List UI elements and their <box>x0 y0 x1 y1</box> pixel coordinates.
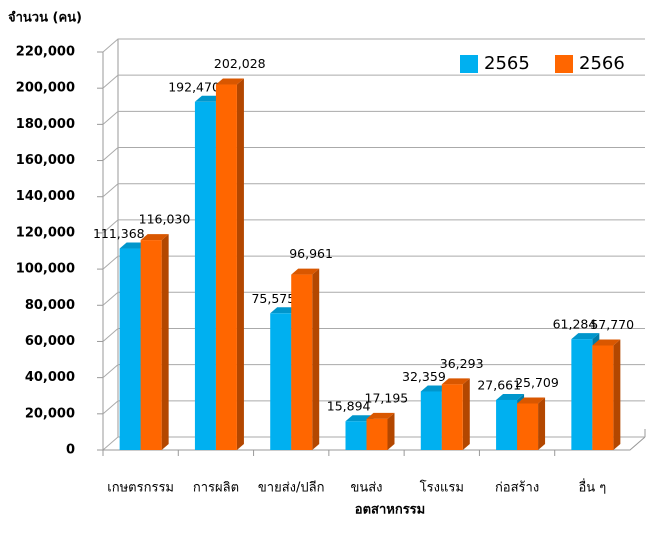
bar-side <box>387 412 395 450</box>
bar-front <box>420 391 442 450</box>
value-label: 32,359 <box>402 369 446 384</box>
value-label: 61,284 <box>553 317 597 332</box>
bar-side <box>161 234 169 450</box>
bar-top <box>496 393 525 400</box>
bar-front <box>571 339 593 450</box>
y-tick-label: 160,000 <box>16 153 75 168</box>
bar-front <box>119 248 141 450</box>
value-label: 25,709 <box>515 375 559 390</box>
legend-swatch <box>460 55 478 73</box>
value-label: 111,368 <box>93 226 145 241</box>
value-label: 202,028 <box>214 56 266 71</box>
bar-front <box>345 421 367 450</box>
bar <box>215 78 244 450</box>
y-tick-label: 180,000 <box>16 117 75 132</box>
bar-front <box>215 84 237 450</box>
bar-front <box>140 240 162 450</box>
y-tick-label: 140,000 <box>16 189 75 204</box>
bar-front <box>517 403 539 450</box>
value-label: 15,894 <box>327 399 371 414</box>
bar-side <box>312 268 320 450</box>
x-axis-title: อตสาหกรรม <box>355 503 425 518</box>
legend-label: 2566 <box>579 53 625 74</box>
grid-line <box>102 364 645 379</box>
value-label: 192,470 <box>168 79 220 94</box>
y-tick-label: 200,000 <box>16 81 75 96</box>
y-tick-label: 220,000 <box>16 45 75 60</box>
bar-front <box>441 384 463 450</box>
bar-top <box>441 378 470 385</box>
bar-top <box>592 339 621 346</box>
y-tick-label: 60,000 <box>25 334 75 349</box>
grid-line <box>102 255 645 270</box>
bar-side <box>613 339 621 450</box>
bar-side <box>538 397 546 450</box>
value-label: 27,661 <box>477 377 521 392</box>
bar-top <box>517 397 546 404</box>
bar <box>140 234 169 450</box>
grid-line <box>102 147 645 161</box>
grid-line <box>102 291 645 306</box>
x-tick-label: ก่อสร้าง <box>495 481 539 496</box>
x-tick-label: เกษตรกรรม <box>107 481 174 496</box>
bar-top <box>140 234 169 241</box>
value-label: 116,030 <box>139 212 191 227</box>
grid-line <box>102 183 645 198</box>
bar-top <box>291 268 320 275</box>
legend-label: 2565 <box>484 53 530 74</box>
grid-line <box>102 110 645 125</box>
bar-front <box>366 418 388 450</box>
bar <box>517 397 546 450</box>
grid-line <box>102 327 645 342</box>
x-tick-label: ขายส่ง/ปลีก <box>258 480 325 496</box>
x-tick-label: โรงแรม <box>420 480 464 496</box>
value-label: 36,293 <box>440 356 484 371</box>
bar <box>592 339 621 450</box>
bar-front <box>270 313 292 450</box>
y-tick-label: 120,000 <box>16 225 75 240</box>
y-tick-label: 20,000 <box>25 406 75 421</box>
value-label: 57,770 <box>590 317 634 332</box>
x-tick-label: ขนส่ง <box>350 481 382 496</box>
bar-side <box>236 78 244 450</box>
bar <box>291 268 320 450</box>
value-label: 75,575 <box>251 291 295 306</box>
bar <box>366 412 395 450</box>
value-label: 96,961 <box>289 246 333 261</box>
bar-front <box>194 101 216 451</box>
bar-top <box>571 333 600 340</box>
bar-side <box>462 378 470 450</box>
bar-front <box>592 345 614 450</box>
legend-swatch <box>555 55 573 73</box>
grid-line <box>102 74 645 89</box>
y-axis-title: จำนวน (คน) <box>8 10 82 26</box>
value-label: 17,195 <box>365 390 409 405</box>
bar-top <box>215 78 244 85</box>
grid-line <box>102 38 645 53</box>
y-tick-label: 80,000 <box>25 298 75 313</box>
y-tick-label: 100,000 <box>16 262 75 277</box>
grid-line <box>102 219 645 234</box>
bar-front <box>496 399 518 450</box>
y-tick-label: 0 <box>66 443 75 458</box>
y-tick-label: 40,000 <box>25 370 75 385</box>
x-tick-label: อื่น ๆ <box>578 479 606 496</box>
bar <box>441 378 470 450</box>
bar-top <box>366 412 395 419</box>
bar-front <box>291 274 313 450</box>
x-tick-label: การผลิต <box>193 481 239 496</box>
